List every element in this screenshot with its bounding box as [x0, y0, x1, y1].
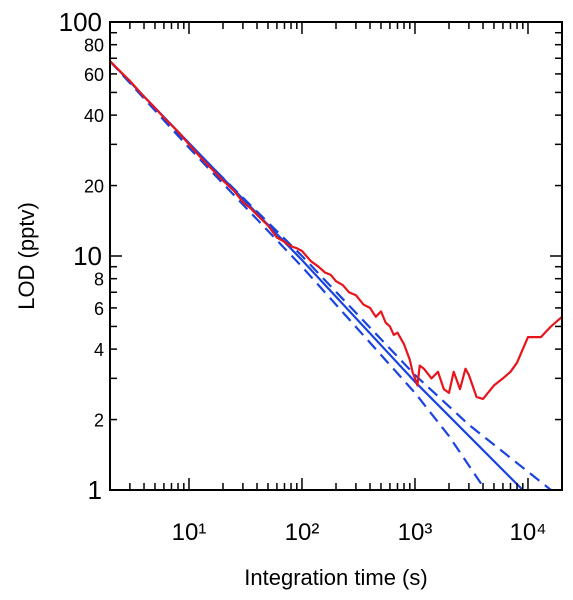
y-tick-label: 2 — [94, 411, 104, 431]
x-tick-label: 10³ — [398, 519, 433, 546]
y-axis-label: LOD (pptv) — [14, 202, 39, 310]
x-tick-label: 10⁴ — [509, 519, 546, 546]
y-tick-label: 20 — [84, 177, 104, 197]
y-tick-label: 40 — [84, 106, 104, 126]
y-tick-label: 80 — [84, 36, 104, 56]
x-tick-label: 10² — [285, 519, 320, 546]
plot-frame — [109, 21, 563, 491]
y-tick-label: 100 — [59, 7, 102, 37]
y-tick-label: 10 — [73, 241, 102, 271]
y-tick-label: 8 — [94, 270, 104, 290]
plot-area — [110, 60, 562, 490]
x-axis-label: Integration time (s) — [244, 565, 427, 590]
data-line — [110, 60, 524, 490]
y-tick-label: 6 — [94, 299, 104, 319]
x-tick-label: 10¹ — [172, 519, 207, 546]
y-tick-label: 60 — [84, 65, 104, 85]
y-tick-label: 4 — [94, 340, 104, 360]
y-tick-label: 1 — [88, 475, 102, 505]
data-line — [110, 60, 487, 490]
data-line — [110, 60, 562, 400]
